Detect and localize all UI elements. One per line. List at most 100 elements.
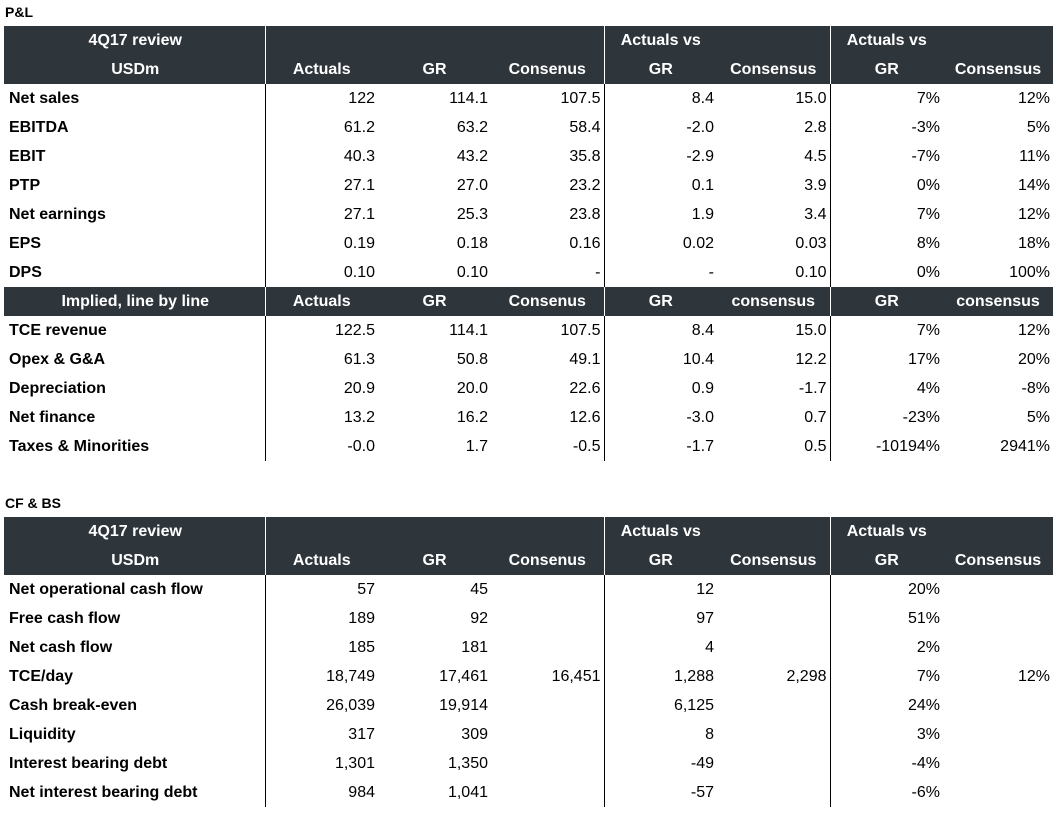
row-label-cell: Net earnings	[4, 200, 266, 229]
table-row: Liquidity 317 309 8 3%	[4, 720, 1053, 749]
value-cell: 22.6	[491, 374, 605, 403]
value-cell: 10.4	[682, 350, 714, 368]
value-cell: 27.1	[343, 205, 375, 223]
row-label-cell: EBITDA	[4, 113, 266, 142]
value-cell: -10194%	[875, 437, 940, 455]
value-cell: 51%	[907, 609, 940, 627]
value-cell: -	[491, 258, 605, 287]
value-cell: -7%	[911, 147, 940, 165]
value-cell: 61.2	[343, 118, 375, 136]
header-cell: GR	[378, 55, 491, 84]
row-label-cell: EPS	[4, 229, 266, 258]
value-cell: 16.2	[456, 408, 488, 426]
value-cell: 6,125	[673, 696, 714, 714]
value-cell: 19,914	[439, 696, 488, 714]
value-cell	[717, 749, 831, 778]
value-cell	[491, 691, 605, 720]
header-cell: Consensus	[717, 55, 831, 84]
value-cell: -4%	[911, 754, 940, 772]
value-cell: 0%	[916, 263, 940, 281]
value-cell: -3%	[911, 118, 940, 136]
value-cell	[491, 633, 605, 662]
value-cell	[943, 749, 1053, 778]
row-label-cell: PTP	[4, 171, 266, 200]
value-cell: -2.0	[686, 118, 714, 136]
value-cell: 0.1	[691, 176, 714, 194]
table-row: TCE revenue 122.5 114.1 107.5 8.4 15.0 7% 12%	[4, 316, 1053, 345]
value-cell: 18,749	[326, 667, 375, 685]
value-cell	[491, 720, 605, 749]
table-row: Net cash flow 185 181 4 2%	[4, 633, 1053, 662]
value-cell: 8%	[916, 234, 940, 252]
value-cell	[717, 720, 831, 749]
value-cell	[943, 575, 1053, 604]
row-label-cell: Net finance	[4, 403, 266, 432]
value-cell: 7%	[916, 89, 940, 107]
header-cell: Consensus	[943, 546, 1053, 575]
row-label-cell: Liquidity	[4, 720, 266, 749]
value-cell: -57	[690, 783, 714, 801]
header-cell: Consensus	[717, 546, 831, 575]
value-cell: 18%	[1017, 234, 1050, 252]
header-cell: Actuals vs	[604, 517, 717, 546]
value-cell: 984	[348, 783, 375, 801]
header-cell: GR	[604, 287, 717, 316]
value-cell: 100%	[1009, 263, 1050, 281]
value-cell: 0.18	[456, 234, 488, 252]
value-cell: 12.6	[491, 403, 605, 432]
value-cell: 114.1	[449, 89, 488, 107]
value-cell: 50.8	[456, 350, 488, 368]
value-cell: 107.5	[491, 316, 605, 345]
value-cell: 49.1	[491, 345, 605, 374]
row-label-cell: Interest bearing debt	[4, 749, 266, 778]
value-cell: -2.9	[686, 147, 714, 165]
value-cell: 17%	[907, 350, 940, 368]
header-cell	[717, 517, 831, 546]
value-cell: 309	[461, 725, 488, 743]
value-cell	[717, 575, 831, 604]
value-cell: 2%	[916, 638, 940, 656]
header-cell: GR	[830, 55, 943, 84]
value-cell: 97	[696, 609, 714, 627]
table-row: Taxes & Minorities -0.0 1.7 -0.5 -1.7 0.5 -101…	[4, 432, 1053, 461]
value-cell: 1,288	[673, 667, 714, 685]
value-cell: 317	[348, 725, 375, 743]
value-cell	[717, 633, 831, 662]
value-cell: 122.5	[334, 321, 375, 339]
value-cell	[943, 691, 1053, 720]
value-cell: 11%	[1019, 147, 1050, 165]
value-cell: 12%	[1017, 321, 1050, 339]
value-cell: -49	[690, 754, 714, 772]
row-label-cell: Net operational cash flow	[4, 575, 266, 604]
value-cell	[491, 575, 605, 604]
header-cell	[943, 26, 1053, 55]
row-label-cell: Depreciation	[4, 374, 266, 403]
header-cell	[378, 517, 491, 546]
row-label-cell: Taxes & Minorities	[4, 432, 266, 461]
value-cell: -	[708, 263, 714, 281]
value-cell: 35.8	[491, 142, 605, 171]
header-cell: GR	[830, 287, 943, 316]
header-cell: consensus	[717, 287, 831, 316]
header-label-cell: USDm	[4, 546, 266, 575]
value-cell: 189	[348, 609, 375, 627]
value-cell: 4%	[916, 379, 940, 397]
value-cell: 2.8	[717, 113, 831, 142]
value-cell: 20%	[1017, 350, 1050, 368]
pl-table: 4Q17 review Actuals vs Actuals vs USDm Actua…	[4, 26, 1054, 461]
table-row: Depreciation 20.9 20.0 22.6 0.9 -1.7 4% -8%	[4, 374, 1053, 403]
header-label-cell: 4Q17 review	[4, 517, 266, 546]
value-cell: 0.03	[717, 229, 831, 258]
value-cell: 45	[470, 580, 488, 598]
table-row: EBIT 40.3 43.2 35.8 -2.9 4.5 -7% 11%	[4, 142, 1053, 171]
table-row: Cash break-even 26,039 19,914 6,125 24%	[4, 691, 1053, 720]
table-row: Interest bearing debt 1,301 1,350 -49 -4%	[4, 749, 1053, 778]
row-label-cell: Net cash flow	[4, 633, 266, 662]
value-cell: -6%	[911, 783, 940, 801]
value-cell: 15.0	[717, 84, 831, 113]
header-cell: Actuals	[265, 287, 378, 316]
value-cell: 3.9	[717, 171, 831, 200]
value-cell: 8.4	[691, 321, 714, 339]
value-cell: 0.16	[491, 229, 605, 258]
value-cell: -0.0	[347, 437, 375, 455]
